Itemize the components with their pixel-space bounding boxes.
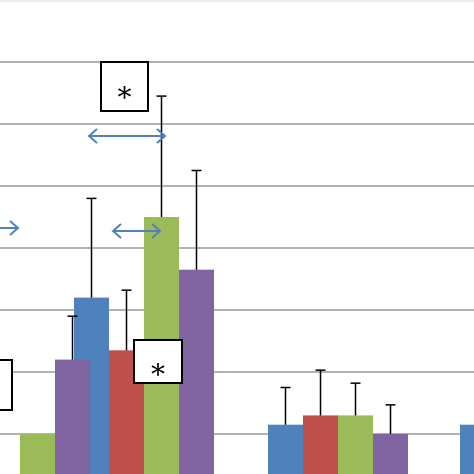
error-bar <box>67 315 78 360</box>
error-bar <box>280 386 291 425</box>
error-bar <box>315 369 326 416</box>
comparison-arrow-middle <box>111 223 162 239</box>
comparison-arrow-top <box>87 128 167 144</box>
bar <box>179 269 214 474</box>
significance-box-top: * <box>100 61 149 114</box>
bars <box>20 217 474 474</box>
significance-text-top: * <box>118 81 132 114</box>
significance-text-middle: * <box>151 358 165 391</box>
comparison-arrows <box>0 128 167 239</box>
bar <box>338 415 373 474</box>
error-bar <box>121 289 132 351</box>
bar <box>303 415 338 474</box>
bar <box>268 424 303 474</box>
bar <box>460 424 474 474</box>
bar <box>55 359 90 474</box>
significance-box-middle: * <box>133 339 183 391</box>
error-bar <box>385 404 396 434</box>
bar <box>20 434 55 474</box>
error-bar <box>156 95 167 217</box>
comparison-arrow-left <box>0 220 20 236</box>
error-bar <box>191 169 202 270</box>
bar <box>373 434 408 474</box>
error-bar <box>86 197 97 298</box>
error-bars <box>67 95 396 434</box>
significance-box-left <box>0 359 13 411</box>
error-bar <box>350 382 361 416</box>
